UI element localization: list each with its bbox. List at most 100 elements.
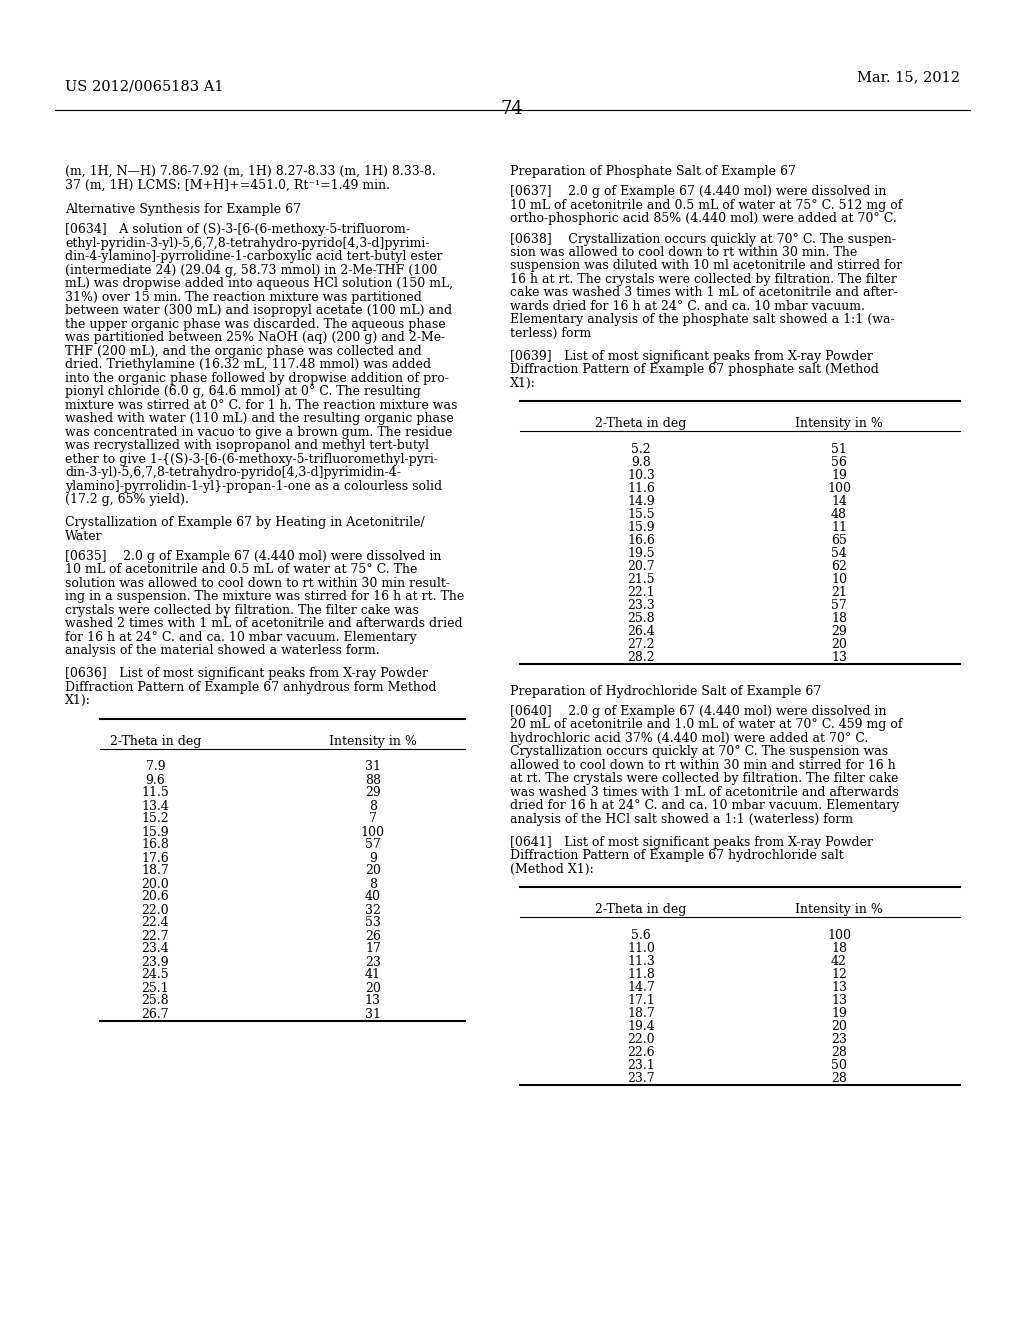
Text: 2-Theta in deg: 2-Theta in deg <box>595 903 687 916</box>
Text: analysis of the material showed a waterless form.: analysis of the material showed a waterl… <box>65 644 380 657</box>
Text: 23.7: 23.7 <box>627 1072 654 1085</box>
Text: [0639] List of most significant peaks from X-ray Powder: [0639] List of most significant peaks fr… <box>510 350 872 363</box>
Text: crystals were collected by filtration. The filter cake was: crystals were collected by filtration. T… <box>65 603 419 616</box>
Text: 13: 13 <box>831 981 847 994</box>
Text: 50: 50 <box>831 1059 847 1072</box>
Text: 10.3: 10.3 <box>627 469 655 482</box>
Text: X1):: X1): <box>65 694 91 708</box>
Text: 23.9: 23.9 <box>141 956 169 969</box>
Text: 15.9: 15.9 <box>141 825 169 838</box>
Text: Diffraction Pattern of Example 67 hydrochloride salt: Diffraction Pattern of Example 67 hydroc… <box>510 849 844 862</box>
Text: was washed 3 times with 1 mL of acetonitrile and afterwards: was washed 3 times with 1 mL of acetonit… <box>510 785 899 799</box>
Text: 12: 12 <box>831 968 847 981</box>
Text: 22.1: 22.1 <box>627 586 654 599</box>
Text: 17.6: 17.6 <box>141 851 169 865</box>
Text: 20.6: 20.6 <box>141 891 169 903</box>
Text: ing in a suspension. The mixture was stirred for 16 h at rt. The: ing in a suspension. The mixture was sti… <box>65 590 464 603</box>
Text: 23.3: 23.3 <box>627 599 655 612</box>
Text: 5.2: 5.2 <box>631 444 651 457</box>
Text: 11: 11 <box>831 521 847 535</box>
Text: 17: 17 <box>365 942 381 956</box>
Text: 19.4: 19.4 <box>627 1020 655 1034</box>
Text: [0636] List of most significant peaks from X-ray Powder: [0636] List of most significant peaks fr… <box>65 667 428 680</box>
Text: 28.2: 28.2 <box>627 651 654 664</box>
Text: 31: 31 <box>365 1007 381 1020</box>
Text: 22.7: 22.7 <box>141 929 169 942</box>
Text: mL) was dropwise added into aqueous HCl solution (150 mL,: mL) was dropwise added into aqueous HCl … <box>65 277 454 290</box>
Text: 22.6: 22.6 <box>627 1045 654 1059</box>
Text: 21: 21 <box>831 586 847 599</box>
Text: 51: 51 <box>831 444 847 457</box>
Text: ethyl-pyridin-3-yl)-5,6,7,8-tetrahydro-pyrido[4,3-d]pyrimi-: ethyl-pyridin-3-yl)-5,6,7,8-tetrahydro-p… <box>65 236 429 249</box>
Text: 26.7: 26.7 <box>141 1007 169 1020</box>
Text: 57: 57 <box>831 599 847 612</box>
Text: between water (300 mL) and isopropyl acetate (100 mL) and: between water (300 mL) and isopropyl ace… <box>65 304 453 317</box>
Text: for 16 h at 24° C. and ca. 10 mbar vacuum. Elementary: for 16 h at 24° C. and ca. 10 mbar vacuu… <box>65 631 417 644</box>
Text: 22.0: 22.0 <box>627 1034 654 1045</box>
Text: Intensity in %: Intensity in % <box>329 734 417 747</box>
Text: 16 h at rt. The crystals were collected by filtration. The filter: 16 h at rt. The crystals were collected … <box>510 273 897 286</box>
Text: 31: 31 <box>365 760 381 774</box>
Text: 31%) over 15 min. The reaction mixture was partitioned: 31%) over 15 min. The reaction mixture w… <box>65 290 422 304</box>
Text: 10 mL of acetonitrile and 0.5 mL of water at 75° C. The: 10 mL of acetonitrile and 0.5 mL of wate… <box>65 564 418 577</box>
Text: [0638]  Crystallization occurs quickly at 70° C. The suspen-: [0638] Crystallization occurs quickly at… <box>510 232 896 246</box>
Text: cake was washed 3 times with 1 mL of acetonitrile and after-: cake was washed 3 times with 1 mL of ace… <box>510 286 898 300</box>
Text: 23: 23 <box>831 1034 847 1045</box>
Text: terless) form: terless) form <box>510 327 591 341</box>
Text: ortho-phosphoric acid 85% (4.440 mol) were added at 70° C.: ortho-phosphoric acid 85% (4.440 mol) we… <box>510 213 897 226</box>
Text: 11.0: 11.0 <box>627 942 655 954</box>
Text: 16.6: 16.6 <box>627 535 655 548</box>
Text: 29: 29 <box>365 787 381 800</box>
Text: 56: 56 <box>831 457 847 469</box>
Text: 18: 18 <box>831 612 847 626</box>
Text: 20 mL of acetonitrile and 1.0 mL of water at 70° C. 459 mg of: 20 mL of acetonitrile and 1.0 mL of wate… <box>510 718 902 731</box>
Text: 88: 88 <box>365 774 381 787</box>
Text: 29: 29 <box>831 626 847 639</box>
Text: [0635]  2.0 g of Example 67 (4.440 mol) were dissolved in: [0635] 2.0 g of Example 67 (4.440 mol) w… <box>65 549 441 562</box>
Text: 7: 7 <box>369 813 377 825</box>
Text: 62: 62 <box>831 560 847 573</box>
Text: was partitioned between 25% NaOH (aq) (200 g) and 2-Me-: was partitioned between 25% NaOH (aq) (2… <box>65 331 445 345</box>
Text: suspension was diluted with 10 ml acetonitrile and stirred for: suspension was diluted with 10 ml aceton… <box>510 260 902 272</box>
Text: 10: 10 <box>831 573 847 586</box>
Text: (17.2 g, 65% yield).: (17.2 g, 65% yield). <box>65 494 188 506</box>
Text: 27.2: 27.2 <box>628 639 654 651</box>
Text: 9.8: 9.8 <box>631 457 651 469</box>
Text: THF (200 mL), and the organic phase was collected and: THF (200 mL), and the organic phase was … <box>65 345 422 358</box>
Text: washed 2 times with 1 mL of acetonitrile and afterwards dried: washed 2 times with 1 mL of acetonitrile… <box>65 618 463 630</box>
Text: Intensity in %: Intensity in % <box>795 417 883 430</box>
Text: 14.9: 14.9 <box>627 495 655 508</box>
Text: 16.8: 16.8 <box>141 838 169 851</box>
Text: Crystallization of Example 67 by Heating in Acetonitrile/: Crystallization of Example 67 by Heating… <box>65 516 425 529</box>
Text: 26: 26 <box>365 929 381 942</box>
Text: din-3-yl)-5,6,7,8-tetrahydro-pyrido[4,3-d]pyrimidin-4-: din-3-yl)-5,6,7,8-tetrahydro-pyrido[4,3-… <box>65 466 400 479</box>
Text: 20: 20 <box>831 639 847 651</box>
Text: wards dried for 16 h at 24° C. and ca. 10 mbar vacuum.: wards dried for 16 h at 24° C. and ca. 1… <box>510 300 865 313</box>
Text: Elementary analysis of the phosphate salt showed a 1:1 (wa-: Elementary analysis of the phosphate sal… <box>510 314 895 326</box>
Text: 19: 19 <box>831 469 847 482</box>
Text: sion was allowed to cool down to rt within 30 min. The: sion was allowed to cool down to rt with… <box>510 246 857 259</box>
Text: 11.6: 11.6 <box>627 482 655 495</box>
Text: 22.0: 22.0 <box>141 903 169 916</box>
Text: 14: 14 <box>831 495 847 508</box>
Text: Diffraction Pattern of Example 67 phosphate salt (Method: Diffraction Pattern of Example 67 phosph… <box>510 363 879 376</box>
Text: Intensity in %: Intensity in % <box>795 903 883 916</box>
Text: Mar. 15, 2012: Mar. 15, 2012 <box>857 70 961 84</box>
Text: Diffraction Pattern of Example 67 anhydrous form Method: Diffraction Pattern of Example 67 anhydr… <box>65 681 436 694</box>
Text: [0640]  2.0 g of Example 67 (4.440 mol) were dissolved in: [0640] 2.0 g of Example 67 (4.440 mol) w… <box>510 705 887 718</box>
Text: (m, 1H, N—H) 7.86-7.92 (m, 1H) 8.27-8.33 (m, 1H) 8.33-8.: (m, 1H, N—H) 7.86-7.92 (m, 1H) 8.27-8.33… <box>65 165 436 178</box>
Text: 41: 41 <box>365 969 381 982</box>
Text: 20: 20 <box>831 1020 847 1034</box>
Text: [0641] List of most significant peaks from X-ray Powder: [0641] List of most significant peaks fr… <box>510 836 873 849</box>
Text: the upper organic phase was discarded. The aqueous phase: the upper organic phase was discarded. T… <box>65 318 445 330</box>
Text: analysis of the HCl salt showed a 1:1 (waterless) form: analysis of the HCl salt showed a 1:1 (w… <box>510 813 853 826</box>
Text: 20: 20 <box>365 982 381 994</box>
Text: 74: 74 <box>501 100 523 117</box>
Text: [0634] A solution of (S)-3-[6-(6-methoxy-5-trifluorom-: [0634] A solution of (S)-3-[6-(6-methoxy… <box>65 223 410 236</box>
Text: 21.5: 21.5 <box>627 573 654 586</box>
Text: X1):: X1): <box>510 378 536 389</box>
Text: allowed to cool down to rt within 30 min and stirred for 16 h: allowed to cool down to rt within 30 min… <box>510 759 896 772</box>
Text: 24.5: 24.5 <box>141 969 169 982</box>
Text: ylamino]-pyrrolidin-1-yl}-propan-1-one as a colourless solid: ylamino]-pyrrolidin-1-yl}-propan-1-one a… <box>65 479 442 492</box>
Text: 11.5: 11.5 <box>141 787 169 800</box>
